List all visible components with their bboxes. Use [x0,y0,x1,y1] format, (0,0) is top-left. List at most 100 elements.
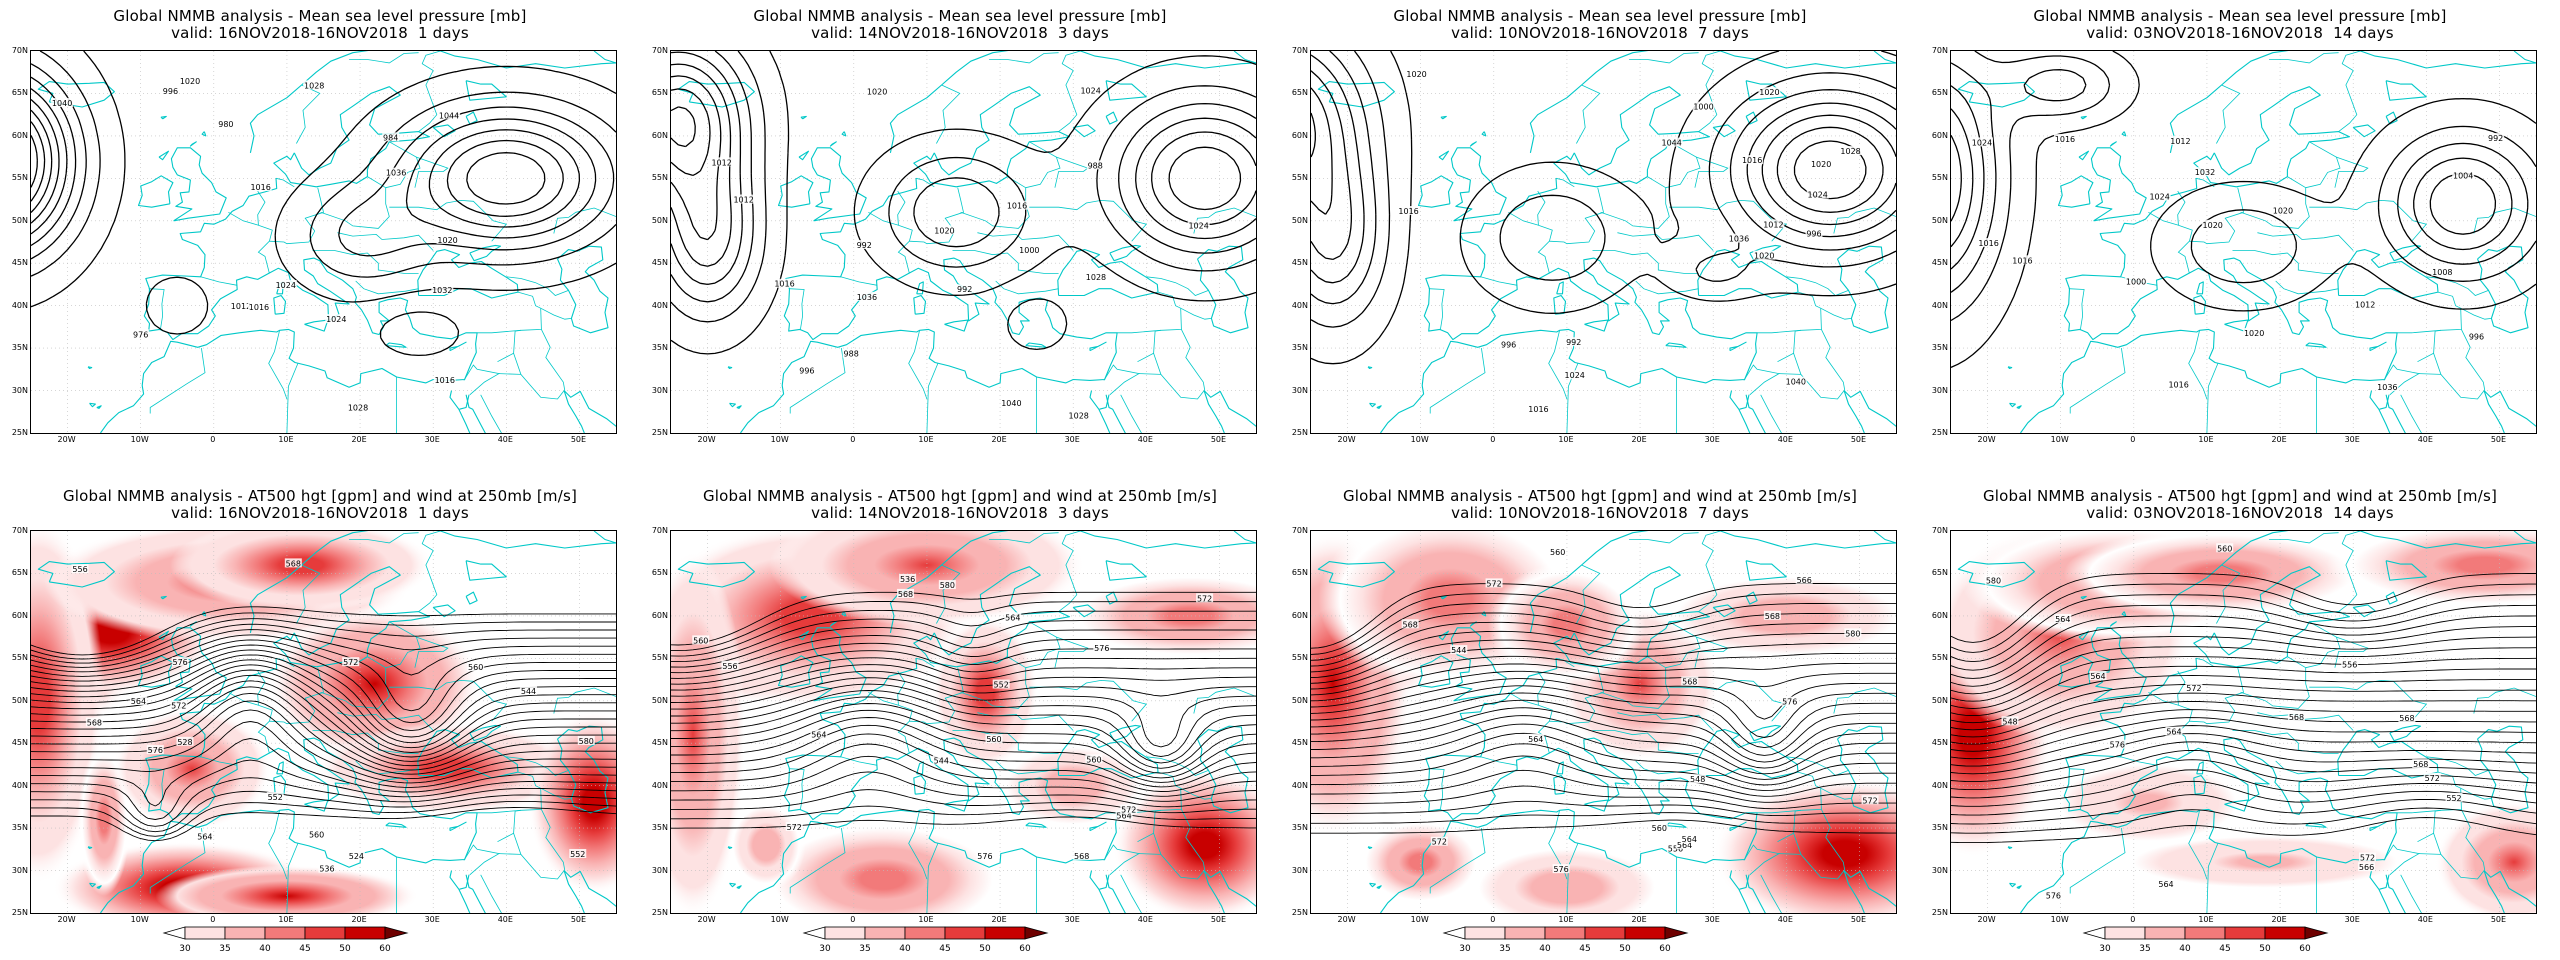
isoline-label: 548 [2002,717,2017,726]
latitude-tick-label: 40N [1291,780,1308,790]
colorbar-swatch [2184,926,2226,940]
colorbar-level-label: 60 [379,944,391,954]
country-borders [148,51,616,433]
panel-title: Global NMMB analysis - Mean sea level pr… [1393,7,1807,25]
latitude-tick-label: 25N [1931,428,1948,437]
map-svg: 5365445525605685645725765605565645605685… [671,531,1256,913]
graticule [1311,51,1896,433]
isoline-label: 1012 [2355,301,2375,310]
isoline-label: 568 [1403,620,1418,629]
jet-core [1058,570,1256,662]
isoline-label: 572 [1197,594,1212,603]
isoline-label: 576 [1782,698,1797,707]
isoline-label: 556 [2342,660,2357,669]
isoline-label: 564 [2090,672,2105,681]
isoline-labels: 544 548 556 560 564 568 572 576 566 564 560 568 572 5… [1401,546,1879,874]
isoline-labels: 524 528 536 544 552 560 568 576 564 560 556 552 568 5… [71,558,595,874]
latitude-tick-label: 35N [651,823,668,833]
longitude-tick-label: 10E [918,915,934,924]
isoline-label: 1040 [1001,399,1021,408]
longitude-tick-label: 40E [2417,915,2433,924]
latitude-tick-label: 35N [651,343,668,353]
map-svg: 544 548 556 560 564 568 572 576 566 564 560 568 572 5… [1311,531,1896,913]
isoline-label: 1020 [2244,329,2264,338]
isolines [31,51,616,357]
isoline-label: 1024 [326,315,346,324]
latitude-tick-label: 30N [1931,385,1948,395]
isoline-label: 1000 [1693,103,1713,112]
longitude-tick-label: 0 [210,435,216,444]
longitude-tick-label: 0 [1490,435,1496,444]
colorbar-swatch [1544,926,1586,940]
longitude-tick-label: 30E [1064,915,1080,924]
longitude-tick-label: 50E [1210,915,1227,924]
panel-valid-date: valid: 10NOV2018-16NOV2018 7 days [1451,504,1749,522]
jet-core [994,739,1153,832]
longitude-tick-label: 40E [2417,435,2433,444]
colorbar-swatches [1442,926,1689,940]
isoline-label: 572 [1432,838,1447,847]
isoline-label: 544 [1451,646,1466,655]
isoline-label: 996 [163,87,178,96]
graticule [1951,51,2536,433]
latitude-tick-label: 70N [651,526,668,535]
longitude-tick-label: 0 [2130,915,2136,924]
isoline-label: 992 [2488,134,2503,143]
latitude-tick-label: 70N [1291,46,1308,55]
longitude-tick-label: 0 [850,915,856,924]
colorbar-swatch [224,926,266,940]
isoline-label: 564 [1528,735,1543,744]
latitude-tick-label: 30N [651,385,668,395]
isoline-label: 988 [844,349,859,358]
colorbar-swatch [824,926,866,940]
longitude-tick-label: 0 [850,435,856,444]
colorbar-swatch [2144,926,2186,940]
isoline-label: 1024 [1972,138,1992,147]
wind-speed-colorbar: 30 35 40 45 50 60 [1440,926,1770,956]
isoline-label: 1036 [2377,383,2397,392]
colorbar-swatch [2264,926,2306,940]
longitude-tick-label: 50E [1850,435,1867,444]
colorbar-swatch [1584,926,1626,940]
longitude-tick-label: 10E [278,915,294,924]
isoline-label: 564 [1677,841,1692,850]
colorbar-swatch [344,926,386,940]
latitude-tick-label: 65N [1291,568,1308,578]
isoline-label: 552 [2446,794,2461,803]
isoline-label: 576 [1094,644,1109,653]
jet-core [726,799,806,891]
longitude-tick-label: 30E [1064,435,1080,444]
latitude-tick-label: 65N [651,568,668,578]
isoline-label: 572 [1862,796,1877,805]
latitude-tick-label: 25N [11,908,28,917]
latitude-tick-label: 35N [1931,343,1948,353]
isoline-label: 984 [383,133,398,142]
map-svg: 996 1016 1020 1024 1028 1032 1036 1040 1044 976 98… [31,51,616,433]
isoline-label: 1044 [439,111,459,120]
colorbar-level-label: 60 [1019,944,1031,954]
latitude-tick-label: 50N [1291,695,1308,705]
isoline-label: 1028 [304,81,324,90]
latitude-tick-label: 55N [1291,653,1308,663]
mslp-panel: Global NMMB analysis - Mean sea level pr… [1280,0,1920,480]
isoline-label: 568 [1074,852,1089,861]
isoline-label: 988 [1088,161,1103,170]
isoline-label: 572 [2425,774,2440,783]
latitude-tick-label: 55N [11,173,28,183]
latitude-tick-label: 65N [651,88,668,98]
coastlines [1317,51,1896,433]
latitude-tick-label: 30N [1291,385,1308,395]
latitude-tick-label: 30N [1291,865,1308,875]
map-svg: 1012 1016 1020 1024 1032 1036 992 996 1000 1004 10… [1951,51,2536,433]
latitude-tick-label: 40N [11,780,28,790]
isoline-label: 580 [579,737,594,746]
z500-wind-panel: Global NMMB analysis - AT500 hgt [gpm] a… [0,480,640,960]
longitude-tick-label: 10E [278,435,294,444]
isoline-label: 576 [2110,741,2125,750]
jet-core [932,615,1039,769]
panel-title: Global NMMB analysis - AT500 hgt [gpm] a… [62,487,578,505]
isoline-label: 1016 [1742,156,1762,165]
graticule [1311,531,1896,913]
jet-core [1112,768,1256,913]
